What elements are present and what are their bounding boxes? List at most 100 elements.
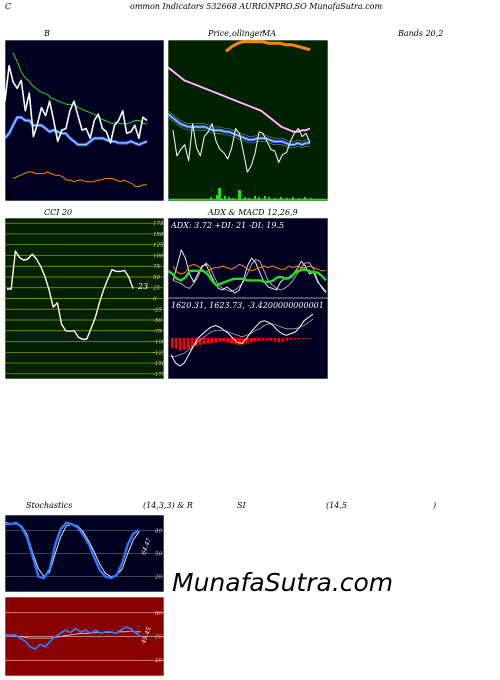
di-green-line [168,268,327,287]
cci-line [7,250,134,341]
macd-histogram-bar [210,338,214,343]
macd-histogram-bar [253,338,257,342]
cci-tick-label: -50 [153,318,162,324]
macd-histogram-bar [226,338,229,343]
ma-line [225,40,311,53]
volume-bar [292,197,294,200]
rsi-close: ) [433,501,437,510]
adx-panel: ADX: 3.72 +DI: 21 -DI: 19.5 [168,218,328,298]
macd-histogram-bar [222,338,226,342]
macd-histogram-bar [214,338,218,343]
macd-histogram-bar [198,338,202,346]
volume-bar [254,196,256,200]
macd-line [170,313,314,367]
rsi-params: (14,5 [326,501,347,510]
stoch-tick-label: 80 [155,528,162,534]
cci-tick-label: -75 [153,329,162,335]
lower-band-line [12,171,147,187]
macd-histogram-bar [174,338,178,349]
plus-di-line [172,249,327,294]
volume-bar [274,198,276,200]
macd-panel: 1620.31, 1623.73, -3.4200000000001 [168,298,328,379]
macd-histogram-bar [293,338,297,340]
volume-bar [258,197,260,200]
stoch-title: Stochastics [26,501,73,510]
adx-panel-bg [168,218,328,298]
cci-tick-label: 50 [153,275,160,281]
macd-histogram-bar [265,338,269,341]
volume-bar [298,198,300,200]
volume-bar [232,198,234,200]
volume-bar [216,195,218,200]
macd-histogram-bar [186,338,190,349]
rsi-title: SI [237,501,246,510]
cci-tick-label: -25 [153,307,162,313]
cci-tick-label: 25 [152,286,160,292]
macd-histogram-bar [269,338,273,341]
price-ma-label-2: ollinger [232,29,264,38]
macd-histogram-bar [297,338,300,339]
rsi-tick-label: 20 [154,658,162,664]
macd-histogram-bar [261,338,265,341]
bands-label: Bands 20,2 [398,29,444,38]
stoch-params: (14,3,3) & R [143,501,193,510]
macd-histogram-bar [178,338,182,351]
adx-macd-label: ADX & MACD 12,26,9 [208,208,298,217]
volume-bar [210,197,212,200]
cci-tick-label: -125 [153,350,164,356]
macd-histogram-bar [273,338,277,342]
macd-histogram-bar [245,338,249,344]
volume-bar [280,197,282,200]
cci-tick-label: 150 [153,232,164,238]
bollinger-label: B [44,29,50,38]
macd-histogram-bar [218,338,222,342]
adx-values: ADX: 3.72 +DI: 21 -DI: 19.5 [170,221,284,230]
macd-histogram-bar [190,338,194,347]
volume-bar [224,196,226,200]
macd-histogram-bar [182,338,186,350]
adx-line [172,259,327,294]
rsi-tick-label: 80 [155,611,162,617]
macd-histogram-bar [230,338,233,344]
volume-bar [310,198,312,200]
stoch-tick-label: 50 [155,552,162,558]
cci-current-value: 23 [137,282,148,291]
macd-histogram-bar [257,338,261,342]
header-left: C [5,2,12,11]
macd-histogram-bar [249,338,253,343]
volume-bar [268,197,270,200]
volume-bar [244,197,246,200]
macd-histogram-bar [277,338,281,343]
minus-di-line [172,263,326,275]
cci-tick-label: -100 [153,340,164,346]
volume-bar [286,198,288,200]
cci-panel: 175 150 125 100 75 50 25 0 -25 -50 -75 -100 -125 -150… [5,218,164,379]
price-ma-label-3: MA [262,29,276,38]
price-ma-label-1: Price, [208,29,232,38]
macd-histogram-bar [281,338,285,342]
macd-signal-line [171,318,314,357]
cci-label: CCI 20 [44,208,73,217]
volume-bar [248,198,250,200]
macd-histogram-bar [285,338,289,341]
macd-values: 1620.31, 1623.73, -3.4200000000001 [171,301,324,310]
upper-band-highlight [168,67,311,133]
cci-tick-label: 125 [153,243,164,249]
volume-bar [304,197,306,200]
price-line [172,123,311,173]
volume-bar [218,188,221,200]
rsi-tick-label: 50 [155,635,162,641]
macd-histogram-bar [289,338,293,340]
macd-histogram-bar [309,338,312,339]
price-line [5,64,148,144]
cci-tick-label: 175 [153,221,164,227]
watermark: MunafaSutra.com [172,568,394,597]
volume-bar [238,190,241,200]
macd-histogram-bar [171,338,174,348]
cci-tick-label: 0 [153,297,157,303]
bollinger-panel [5,40,164,201]
macd-histogram-bar [206,338,210,344]
cci-tick-label: -150 [153,361,164,367]
